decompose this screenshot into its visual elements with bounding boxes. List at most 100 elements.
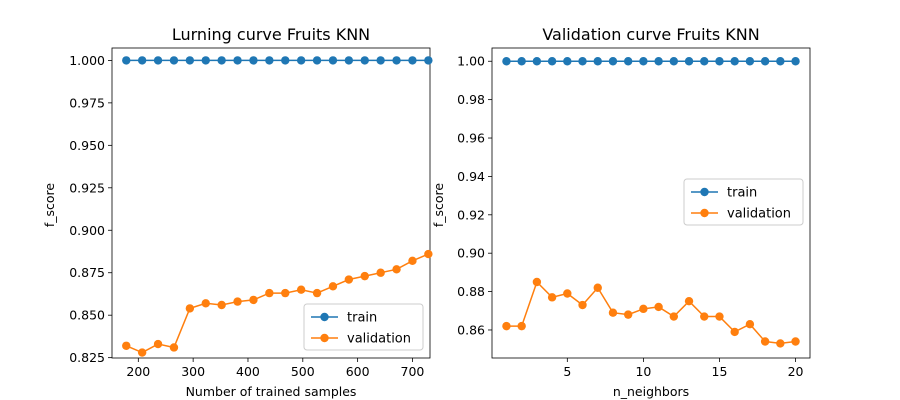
data-point-validation xyxy=(563,289,572,298)
data-point-train xyxy=(654,57,663,66)
x-tick-label: 300 xyxy=(181,364,205,379)
x-tick-label: 400 xyxy=(236,364,260,379)
y-tick-label: 0.875 xyxy=(69,265,105,280)
data-point-validation xyxy=(547,293,557,302)
data-point-validation xyxy=(424,249,433,259)
y-tick-label: 0.975 xyxy=(69,95,105,110)
data-point-validation xyxy=(265,288,274,298)
legend-marker-train xyxy=(320,312,329,322)
data-point-train xyxy=(217,56,226,65)
y-tick-label: 0.96 xyxy=(457,131,485,146)
y-tick-label: 1.000 xyxy=(69,53,105,68)
data-point-train xyxy=(233,56,242,65)
data-point-validation xyxy=(623,310,633,319)
y-tick-label: 0.98 xyxy=(457,92,485,107)
y-tick-label: 0.900 xyxy=(69,223,105,238)
x-tick-label: 5 xyxy=(563,364,571,379)
data-point-validation xyxy=(684,296,694,306)
data-point-train xyxy=(776,57,785,66)
data-point-train xyxy=(185,56,195,65)
y-tick-label: 0.850 xyxy=(69,308,105,323)
data-point-validation xyxy=(344,275,354,284)
data-point-train xyxy=(137,56,147,65)
x-tick-label: 200 xyxy=(126,364,150,379)
data-point-train xyxy=(169,56,179,65)
validation-curve-chart: Validation curve Fruits KNN n_neighbors … xyxy=(431,25,811,399)
axes-frame xyxy=(491,47,811,359)
data-point-train xyxy=(344,56,354,65)
data-point-validation xyxy=(791,337,800,346)
plot-area: 200 300 400 500 600 700 0.825 0.850 0.875 0.900 0.… xyxy=(69,47,433,379)
data-point-train xyxy=(153,56,163,65)
data-point-train xyxy=(265,56,274,65)
chart-title: Validation curve Fruits KNN xyxy=(542,25,759,44)
y-axis-label: f_score xyxy=(42,183,57,228)
x-tick-label: 10 xyxy=(635,364,651,379)
learning-curve-chart: Lurning curve Fruits KNN Number of train… xyxy=(42,25,433,399)
legend: train validation xyxy=(303,303,424,351)
data-point-validation xyxy=(517,321,526,331)
data-point-train xyxy=(791,57,800,66)
data-point-validation xyxy=(122,341,131,350)
data-point-train xyxy=(296,56,306,65)
data-point-train xyxy=(249,56,258,65)
data-point-validation xyxy=(502,321,511,331)
series-line-validation xyxy=(506,280,796,345)
x-tick-label: 15 xyxy=(712,364,728,379)
data-point-validation xyxy=(153,339,163,349)
data-point-train xyxy=(532,57,542,66)
data-point-train xyxy=(700,57,709,66)
y-tick-label: 0.88 xyxy=(457,284,485,299)
data-point-train xyxy=(760,57,770,66)
y-tick-label: 0.92 xyxy=(457,207,485,222)
legend-marker-validation xyxy=(320,333,329,343)
data-point-validation xyxy=(201,299,210,308)
x-tick-label: 600 xyxy=(346,364,370,379)
data-point-train xyxy=(715,57,724,66)
y-tick-label: 0.925 xyxy=(69,180,105,195)
chart-title: Lurning curve Fruits KNN xyxy=(172,25,370,44)
legend-marker-train xyxy=(700,187,709,197)
data-point-train xyxy=(392,56,401,65)
x-tick-label: 20 xyxy=(788,364,804,379)
plot-area: 5 10 15 20 0.86 0.88 0.90 0.92 0.94 0.96 0.98 1.00 t… xyxy=(457,47,811,379)
data-point-train xyxy=(684,57,694,66)
y-tick-label: 0.86 xyxy=(457,322,485,337)
data-point-train xyxy=(408,56,417,65)
data-point-train xyxy=(623,57,633,66)
data-point-validation xyxy=(233,297,242,306)
data-point-validation xyxy=(776,339,785,348)
data-point-validation xyxy=(328,282,338,291)
data-point-validation xyxy=(654,302,663,312)
data-point-validation xyxy=(532,277,542,287)
data-point-train xyxy=(281,56,290,65)
data-point-validation xyxy=(593,283,602,292)
data-point-validation xyxy=(715,312,724,321)
data-point-validation xyxy=(578,300,587,310)
data-point-train xyxy=(360,56,369,65)
legend-label-train: train xyxy=(727,186,757,201)
data-point-validation xyxy=(669,312,679,321)
y-tick-label: 0.90 xyxy=(457,246,485,261)
data-point-train xyxy=(730,57,739,66)
data-point-train xyxy=(201,56,210,65)
legend-label-validation: validation xyxy=(727,207,791,222)
data-point-validation xyxy=(700,312,709,321)
data-point-train xyxy=(639,57,648,66)
data-point-validation xyxy=(639,304,648,314)
y-axis-label: f_score xyxy=(431,183,446,228)
data-point-validation xyxy=(360,271,369,281)
data-point-train xyxy=(547,57,557,66)
legend-label-validation: validation xyxy=(347,332,411,347)
y-tick-label: 0.950 xyxy=(69,138,105,153)
y-tick-label: 1.00 xyxy=(457,54,485,69)
legend-marker-validation xyxy=(700,208,709,218)
data-point-validation xyxy=(760,337,770,346)
data-point-train xyxy=(517,57,526,66)
data-point-train xyxy=(424,56,433,65)
data-point-train xyxy=(745,57,755,66)
data-point-train xyxy=(312,56,322,65)
data-point-validation xyxy=(217,300,226,310)
data-point-train xyxy=(502,57,511,66)
